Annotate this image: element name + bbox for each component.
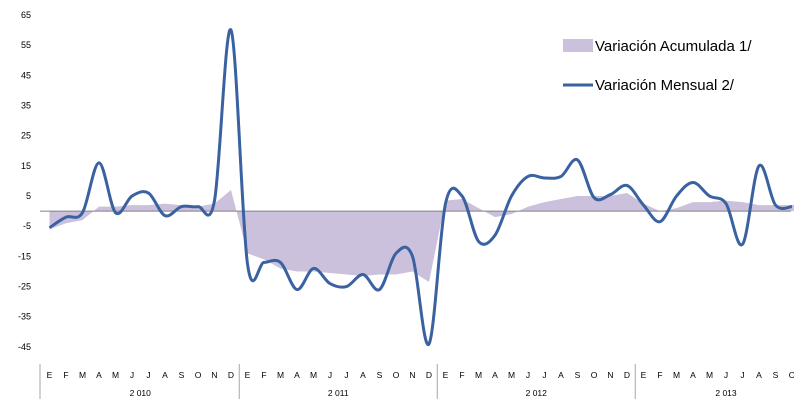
x-tick-month: D — [426, 370, 432, 380]
x-tick-month: A — [756, 370, 762, 380]
x-tick-month: F — [657, 370, 662, 380]
y-tick-label: 45 — [21, 70, 31, 80]
x-tick-month: A — [492, 370, 498, 380]
x-tick-month: S — [773, 370, 779, 380]
x-tick-month: M — [79, 370, 86, 380]
y-tick-label: 55 — [21, 40, 31, 50]
y-tick-label: -5 — [23, 221, 31, 231]
x-tick-month: S — [575, 370, 581, 380]
y-axis: 65 55 45 35 25 15 5 -5 -15 -25 -35 -45 — [18, 10, 31, 352]
x-tick-month: N — [211, 370, 217, 380]
x-tick-month: J — [146, 370, 150, 380]
x-tick-month: E — [641, 370, 647, 380]
legend: Variación Acumulada 1/ Variación Mensual… — [563, 38, 752, 94]
x-tick-year: 2 013 — [715, 388, 737, 398]
legend-swatch-acumulada — [563, 39, 593, 52]
y-tick-label: -35 — [18, 312, 31, 322]
x-tick-month: A — [360, 370, 366, 380]
legend-label-acumulada: Variación Acumulada 1/ — [595, 38, 752, 55]
area-series-acumulada — [49, 190, 794, 283]
x-tick-month: A — [96, 370, 102, 380]
x-tick-month: A — [162, 370, 168, 380]
legend-label-mensual: Variación Mensual 2/ — [595, 77, 735, 94]
x-tick-month: E — [443, 370, 449, 380]
x-tick-month: M — [508, 370, 515, 380]
line-series-mensual — [48, 28, 793, 346]
area-layer — [49, 190, 794, 283]
x-tick-year: 2 010 — [130, 388, 152, 398]
x-tick-month: F — [63, 370, 68, 380]
x-tick-month: A — [690, 370, 696, 380]
x-tick-month: F — [261, 370, 266, 380]
x-tick-month: J — [740, 370, 744, 380]
x-tick-month: O — [195, 370, 202, 380]
x-tick-month: J — [542, 370, 546, 380]
x-tick-month: S — [377, 370, 383, 380]
y-tick-label: -25 — [18, 282, 31, 292]
x-tick-month: M — [475, 370, 482, 380]
x-tick-month: J — [130, 370, 134, 380]
x-tick-month: A — [294, 370, 300, 380]
x-tick-month: M — [310, 370, 317, 380]
y-tick-label: -15 — [18, 251, 31, 261]
x-tick-month: J — [328, 370, 332, 380]
x-tick-month: J — [344, 370, 348, 380]
x-tick-month: M — [673, 370, 680, 380]
y-tick-label: 35 — [21, 101, 31, 111]
x-tick-month: E — [47, 370, 53, 380]
x-tick-month: O — [393, 370, 400, 380]
x-tick-month: E — [245, 370, 251, 380]
x-tick-month: D — [228, 370, 234, 380]
x-tick-month: A — [558, 370, 564, 380]
x-tick-month: N — [409, 370, 415, 380]
x-tick-month: M — [706, 370, 713, 380]
y-tick-label: 65 — [21, 10, 31, 20]
y-tick-label: -45 — [18, 342, 31, 352]
x-tick-year: 2 011 — [328, 388, 349, 398]
y-tick-label: 5 — [26, 191, 31, 201]
x-tick-month: D — [624, 370, 630, 380]
x-tick-month: O — [591, 370, 598, 380]
x-tick-month: F — [459, 370, 464, 380]
x-tick-month: O — [789, 370, 794, 380]
y-tick-label: 25 — [21, 131, 31, 141]
line-layer — [48, 28, 793, 346]
x-tick-year: 2 012 — [526, 388, 548, 398]
x-tick-month: J — [724, 370, 728, 380]
x-tick-month: N — [607, 370, 613, 380]
x-tick-month: M — [277, 370, 284, 380]
x-tick-month: S — [179, 370, 185, 380]
x-tick-month: J — [526, 370, 530, 380]
x-tick-month: M — [112, 370, 119, 380]
y-tick-label: 15 — [21, 161, 31, 171]
